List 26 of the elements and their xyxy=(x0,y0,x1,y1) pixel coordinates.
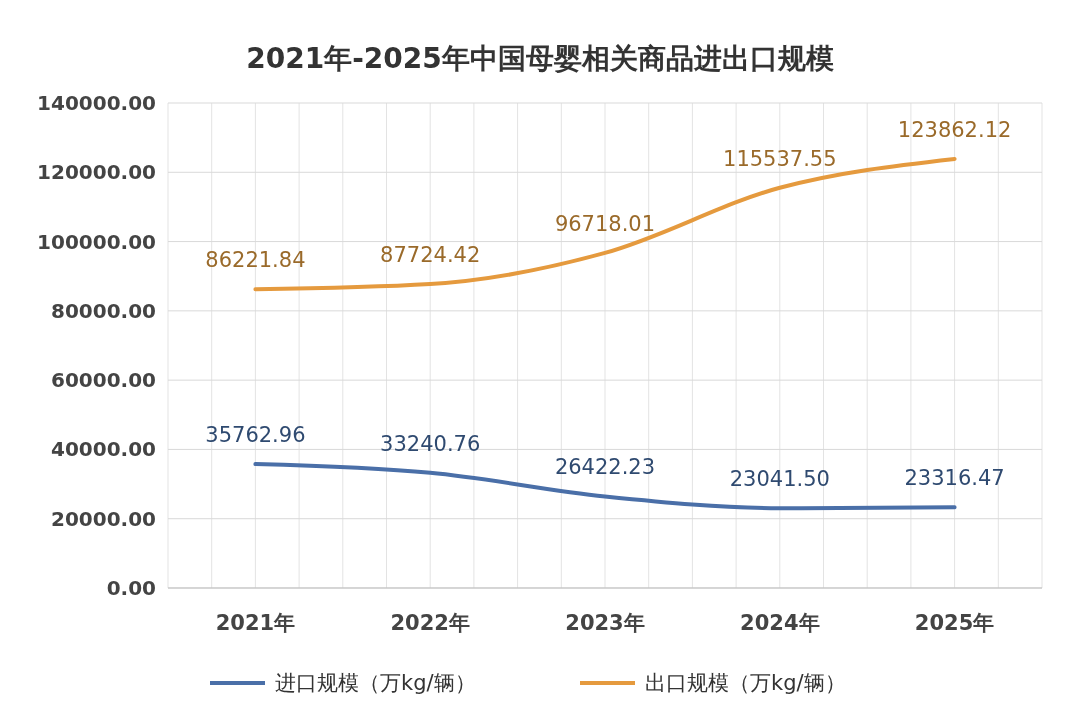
data-label: 123862.12 xyxy=(897,117,1012,142)
y-tick-label: 100000.00 xyxy=(37,229,156,254)
data-label: 86221.84 xyxy=(205,248,306,273)
y-tick-label: 80000.00 xyxy=(50,298,156,323)
legend-label: 出口规模（万kg/辆） xyxy=(645,671,846,696)
data-label: 87724.42 xyxy=(380,243,481,268)
x-tick-label: 2023年 xyxy=(565,611,645,635)
chart-title: 2021年-2025年中国母婴相关商品进出口规模 xyxy=(246,42,834,75)
data-label: 96718.01 xyxy=(554,211,656,236)
y-tick-label: 140000.00 xyxy=(37,91,156,115)
x-tick-label: 2022年 xyxy=(390,611,470,635)
data-label: 26422.23 xyxy=(554,455,656,480)
legend-label: 进口规模（万kg/辆） xyxy=(275,671,476,696)
y-tick-label: 20000.00 xyxy=(50,506,156,531)
x-tick-label: 2021年 xyxy=(215,611,296,635)
x-tick-label: 2025年 xyxy=(914,611,995,635)
data-label: 23041.50 xyxy=(729,467,830,492)
y-tick-label: 40000.00 xyxy=(50,437,156,462)
data-label: 33240.76 xyxy=(380,431,481,456)
data-label: 35762.96 xyxy=(205,423,306,448)
y-tick-label: 120000.00 xyxy=(37,160,156,185)
data-label: 23316.47 xyxy=(904,466,1005,491)
x-tick-label: 2024年 xyxy=(740,611,820,635)
data-label: 115537.55 xyxy=(723,146,837,171)
y-tick-label: 0.00 xyxy=(106,576,156,600)
y-tick-label: 60000.00 xyxy=(50,368,156,393)
